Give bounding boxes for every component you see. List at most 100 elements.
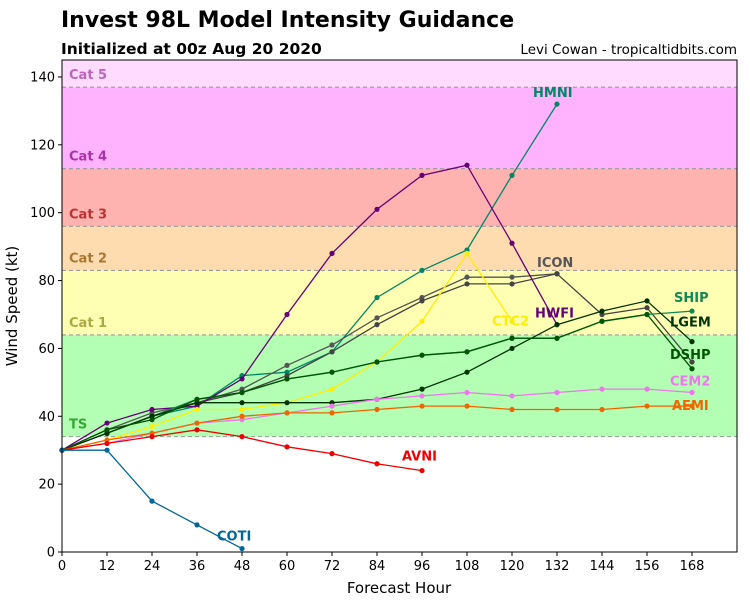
data-point-lgem [689,339,695,345]
plot-frame [61,59,738,553]
data-point-icon [284,362,290,368]
category-label: Cat 1 [69,316,107,331]
x-tick-label: 72 [324,559,341,574]
series-label-icon: ICON [537,256,573,271]
x-tick-label: 144 [590,559,615,574]
data-point-cem2 [419,393,425,399]
data-point-hwfi [329,250,335,257]
data-point-dshp [284,376,290,382]
y-tick-label: 0 [47,546,55,561]
data-point-coti [104,447,110,453]
data-point-aemi [239,413,245,419]
data-point-hwfi [104,420,110,426]
data-point-icon [374,315,380,321]
series-label-coti: COTI [217,530,251,545]
x-axis-label: Forecast Hour [347,579,452,597]
data-point-lgem [509,345,515,352]
data-point-icon [464,274,470,280]
data-point-hmni [374,294,380,301]
data-point-lgem [599,308,605,314]
x-tick-label: 48 [234,559,251,574]
data-point-avni [284,444,290,450]
data-point-aemi [599,406,605,413]
x-tick-label: 168 [680,559,705,574]
chart-credit: Levi Cowan - tropicaltidbits.com [520,42,737,58]
category-label: Cat 4 [69,150,107,165]
band-cat-1 [62,270,737,335]
data-point-dshp [194,396,200,402]
data-point-icon [329,342,335,348]
data-point-dshp [599,318,605,324]
data-point-aemi [284,410,290,416]
data-point-lgem [284,400,290,406]
band-cat-3 [62,168,737,227]
data-point-ofcl [554,271,560,277]
data-point-dshp [464,349,470,355]
data-point-hwfi [464,162,470,168]
data-point-hmni [419,267,425,273]
data-point-ofcl [374,322,380,328]
data-point-aemi [554,406,560,413]
data-point-hmni [554,101,560,107]
data-point-ofcl [509,281,515,287]
x-tick-label: 96 [414,559,431,574]
data-point-dshp [239,389,245,396]
data-point-hwfi [419,172,425,178]
band-cat-5 [62,60,737,88]
y-tick-label: 140 [30,70,55,85]
data-point-dshp [554,335,560,341]
data-point-aemi [689,403,695,409]
axes: 0 12 24 36 48 60 72 84 96 108 120 132 144 156 168 0 20 40… [30,59,738,574]
data-point-aemi [644,403,650,409]
data-point-avni [104,440,110,447]
data-point-ctc2 [149,423,155,430]
data-point-ctc2 [239,406,245,413]
series-labels: HMNI ICON HWFI CTC2 SHIP LGEM DSHP CEM2 AEMI AVNI… [217,86,711,544]
data-point-cem2 [374,396,380,402]
y-tick-label: 20 [38,478,55,493]
y-axis-label: Wind Speed (kt) [3,246,21,367]
data-point-cem2 [329,403,335,409]
data-point-ofcl [329,349,335,355]
data-point-cem2 [464,389,470,396]
series-label-avni: AVNI [402,450,437,465]
data-point-ctc2 [509,318,515,324]
x-tick-label: 12 [99,559,116,574]
data-point-avni [149,434,155,440]
data-point-coti [239,546,245,552]
data-point-lgem [464,369,470,375]
data-point-icon [509,274,515,280]
data-point-cem2 [689,389,695,396]
data-point-ofcl [644,305,650,311]
data-point-avni [194,427,200,433]
category-label: Cat 5 [69,68,107,83]
y-tick-label: 120 [30,138,55,153]
category-bands [62,60,737,438]
x-tick-label: 0 [58,559,66,574]
series-label-hmni: HMNI [533,86,573,101]
data-point-cem2 [644,386,650,392]
x-tick-label: 60 [279,559,296,574]
data-point-cem2 [509,393,515,399]
data-point-cem2 [599,386,605,392]
series-line-hwfi [61,164,558,451]
series-label-dshp: DSHP [670,348,711,363]
y-tick-label: 80 [38,274,55,289]
data-point-lgem [554,322,560,328]
data-point-aemi [464,403,470,409]
data-point-dshp [689,366,695,372]
series-line-icon [61,273,558,451]
data-point-lgem [419,386,425,392]
series-label-cem2: CEM2 [670,375,710,390]
data-point-avni [419,467,425,474]
x-tick-label: 156 [635,559,660,574]
data-point-dshp [374,359,380,365]
x-tick-label: 24 [144,559,161,574]
data-point-coti [149,498,155,504]
series-label-ship: SHIP [674,291,709,306]
data-point-hwfi [284,311,290,318]
data-point-avni [239,434,245,440]
band-cat-4 [62,87,737,169]
data-point-dshp [509,335,515,341]
data-point-coti [194,522,200,528]
